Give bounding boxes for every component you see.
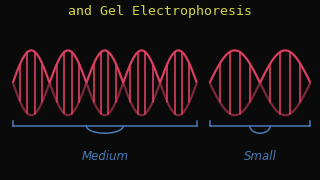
Text: Small: Small bbox=[244, 150, 276, 163]
Text: and Gel Electrophoresis: and Gel Electrophoresis bbox=[68, 5, 252, 18]
Text: Medium: Medium bbox=[81, 150, 128, 163]
